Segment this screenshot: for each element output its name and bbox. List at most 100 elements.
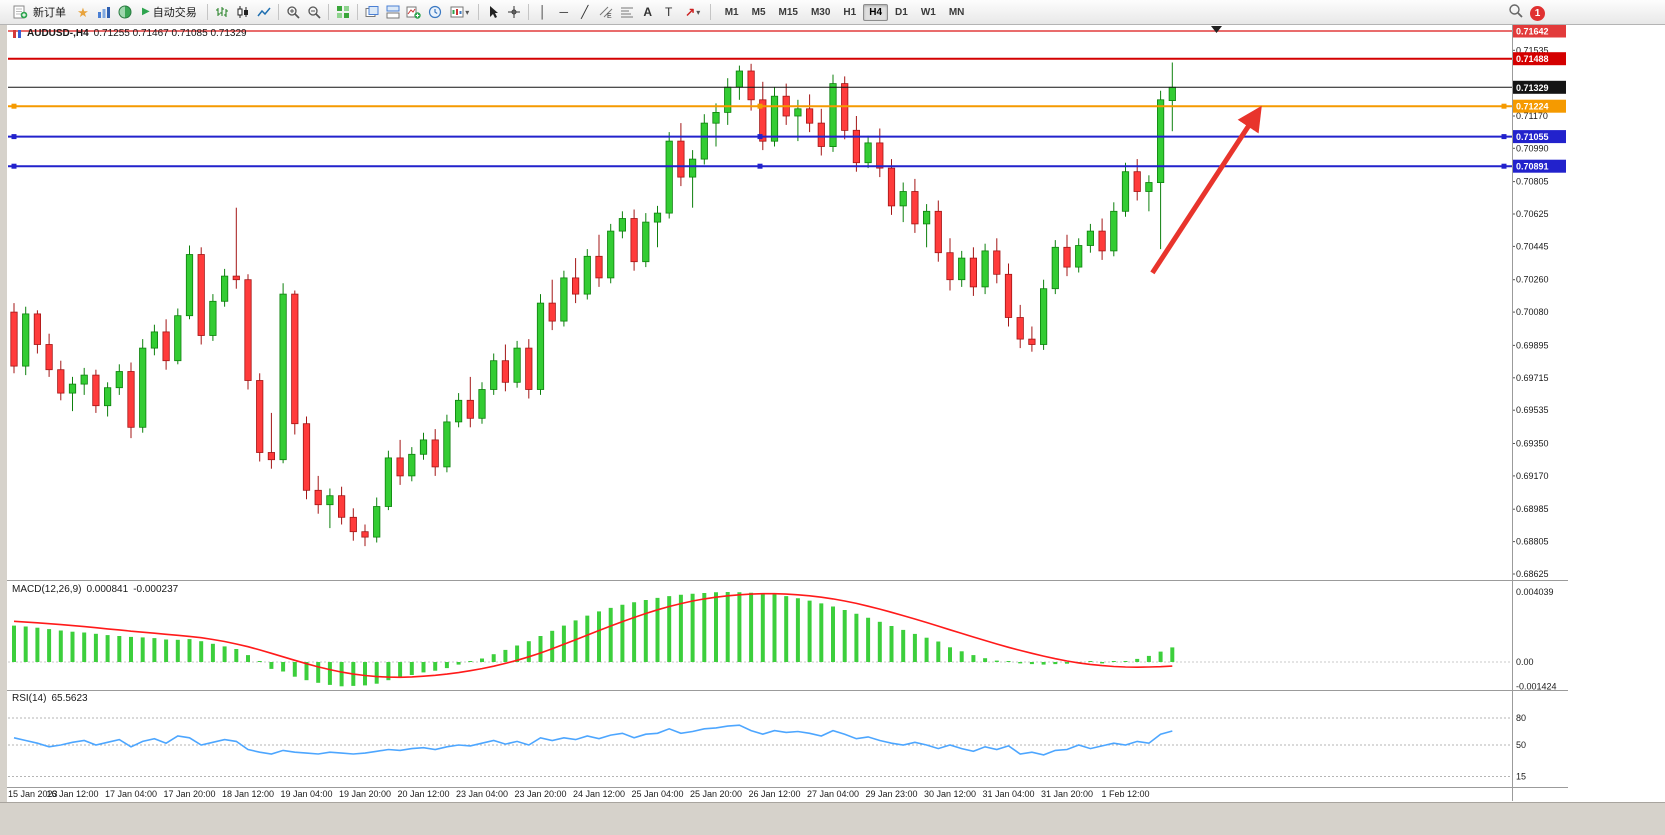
line-handle[interactable] <box>757 134 763 140</box>
line-handle[interactable] <box>757 163 763 169</box>
candle-body <box>572 277 580 295</box>
market-watch-button[interactable] <box>115 2 135 22</box>
candle-body <box>817 122 825 147</box>
candle-body <box>1040 288 1048 345</box>
crosshair-button[interactable] <box>504 2 524 22</box>
candle-body <box>396 457 404 477</box>
candle-body <box>642 221 650 263</box>
candle-body <box>57 369 65 394</box>
time-axis-label: 29 Jan 23:00 <box>865 789 917 799</box>
bar-shift-marker <box>1211 26 1222 33</box>
new-chart-button[interactable] <box>404 2 424 22</box>
bar-chart-button[interactable] <box>212 2 232 22</box>
candle-body <box>209 300 217 336</box>
macd-header: MACD(12,26,9) 0.000841 -0.000237 <box>12 584 178 595</box>
cursor-button[interactable] <box>483 2 503 22</box>
candle-body <box>981 250 989 288</box>
candle-body <box>314 489 322 506</box>
fibonacci-button[interactable] <box>617 2 637 22</box>
new-order-button[interactable]: 新订单 <box>4 2 72 22</box>
line-handle[interactable] <box>1501 103 1507 109</box>
cascade-windows-icon <box>365 6 379 17</box>
candle-body <box>431 439 439 468</box>
timeframe-button-h1[interactable]: H1 <box>843 6 857 18</box>
candle-body <box>852 129 861 164</box>
channel-button[interactable]: E <box>596 2 616 22</box>
notification-badge[interactable]: 1 <box>1530 5 1545 21</box>
zoom-out-button[interactable] <box>304 2 324 22</box>
macd-name: MACD(12,26,9) <box>12 584 82 595</box>
auto-trading-button[interactable]: ▶ 自动交易 <box>136 2 203 22</box>
profiles-button[interactable] <box>94 2 114 22</box>
horizontal-line-button[interactable]: ─ <box>554 2 574 22</box>
timeframe-button-mn[interactable]: MN <box>948 6 965 18</box>
price-axis-label: 0.71170 <box>1516 111 1548 121</box>
candle-body <box>1051 246 1059 290</box>
time-axis-label: 17 Jan 04:00 <box>105 789 157 799</box>
line-handle[interactable] <box>757 103 763 109</box>
price-axis-label: 0.70445 <box>1516 241 1549 251</box>
price-badge-text: 0.70891 <box>1516 162 1549 172</box>
arrows-button[interactable]: ↗ ▾ <box>680 2 706 22</box>
candle-body <box>770 95 779 142</box>
candle-body <box>993 250 1001 275</box>
time-axis-label: 17 Jan 20:00 <box>163 789 215 799</box>
candle-body <box>220 275 229 302</box>
line-handle[interactable] <box>11 163 17 169</box>
candle-body <box>677 140 685 178</box>
timeframe-button-m5[interactable]: M5 <box>751 6 766 18</box>
candle-body <box>127 371 135 428</box>
rsi-level-label: 80 <box>1516 713 1526 723</box>
timeframe-button-w1[interactable]: W1 <box>920 6 936 18</box>
timeframe-button-d1[interactable]: D1 <box>895 6 908 18</box>
line-handle[interactable] <box>1501 163 1507 169</box>
candle-body <box>923 210 931 225</box>
candle-body <box>1016 317 1024 340</box>
toolbar-separator <box>277 4 279 20</box>
price-badge-text: 0.71642 <box>1516 27 1549 37</box>
horizontal-line-icon: ─ <box>559 5 568 19</box>
favorites-button[interactable]: ★ <box>73 2 93 22</box>
text-label-button[interactable]: T <box>659 2 679 22</box>
line-handle[interactable] <box>1501 134 1507 140</box>
price-badge <box>1513 99 1566 113</box>
timeframe-button-m1[interactable]: M1 <box>724 6 739 18</box>
candle-body <box>22 313 30 367</box>
price-badge <box>1513 159 1566 173</box>
cascade-windows-button[interactable] <box>362 2 382 22</box>
cursor-icon <box>489 6 498 18</box>
candle-body <box>361 531 369 538</box>
auto-trading-label: 自动交易 <box>152 7 197 19</box>
candle-body <box>349 516 357 533</box>
line-chart-button[interactable] <box>254 2 274 22</box>
period-button[interactable] <box>425 2 445 22</box>
macd-axis-label: -0.001424 <box>1516 682 1557 692</box>
price-axis-label: 0.70990 <box>1516 143 1549 153</box>
candle-body <box>490 360 498 390</box>
timeframe-button-m15[interactable]: M15 <box>778 6 798 18</box>
text-button[interactable]: A <box>638 2 658 22</box>
candle-body <box>408 453 416 477</box>
templates-button[interactable]: ▾ <box>446 2 474 22</box>
candle-body <box>45 344 53 371</box>
search-button[interactable] <box>1508 3 1523 23</box>
candle-body <box>689 158 697 178</box>
trendline-button[interactable]: ╱ <box>575 2 595 22</box>
arrange-windows-button[interactable] <box>383 2 403 22</box>
candle-body <box>712 112 720 124</box>
vertical-line-button[interactable]: │ <box>533 2 553 22</box>
candle-body <box>513 347 521 383</box>
line-handle[interactable] <box>11 103 17 109</box>
tile-windows-button[interactable] <box>333 2 353 22</box>
market-watch-icon <box>118 5 132 19</box>
timeframe-button-m30[interactable]: M30 <box>810 6 831 18</box>
candlestick-button[interactable] <box>233 2 253 22</box>
timeframe-button-h4[interactable]: H4 <box>863 3 889 21</box>
line-handle[interactable] <box>11 134 17 140</box>
candle-body <box>478 389 486 419</box>
annotation-arrow[interactable] <box>1150 105 1262 275</box>
bar-chart-icon <box>215 7 228 17</box>
zoom-in-button[interactable] <box>283 2 303 22</box>
rsi-name: RSI(14) <box>12 693 47 704</box>
